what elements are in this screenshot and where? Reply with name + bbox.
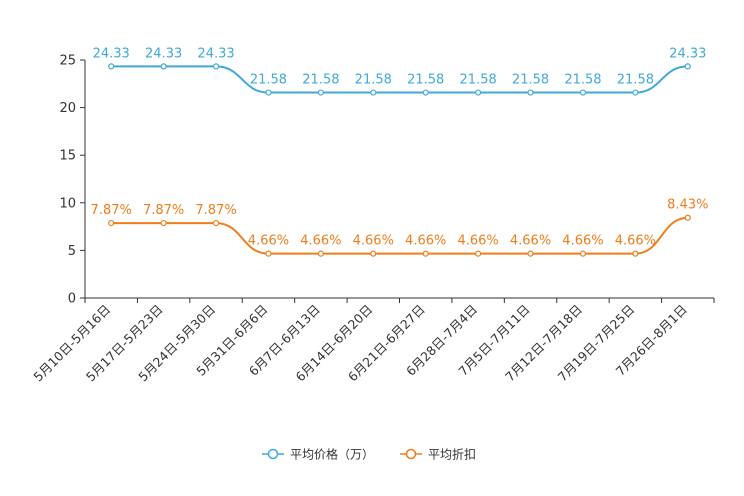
data-point [527, 89, 534, 96]
legend[interactable]: 平均价格（万） 平均折扣 [262, 447, 476, 462]
y-tick-label: 15 [59, 149, 76, 164]
data-label: 21.58 [407, 73, 444, 88]
data-point [422, 250, 429, 257]
data-label: 21.58 [564, 73, 601, 88]
data-point [684, 63, 691, 70]
data-point [475, 250, 482, 257]
data-point [684, 214, 691, 221]
data-label: 24.33 [669, 46, 706, 61]
axes: 05101520255月10日-5月16日5月17日-5月23日5月24日-5月… [30, 54, 715, 384]
data-point [370, 250, 377, 257]
data-label: 7.87% [143, 203, 184, 218]
data-label: 24.33 [93, 46, 130, 61]
y-tick-label: 5 [68, 244, 76, 259]
y-tick-label: 25 [59, 54, 76, 69]
data-point [108, 63, 115, 70]
series-group [108, 63, 691, 257]
data-point [370, 89, 377, 96]
legend-label: 平均价格（万） [290, 447, 374, 462]
data-point [212, 219, 220, 227]
data-point [108, 219, 115, 227]
data-label: 21.58 [355, 73, 392, 88]
data-label: 21.58 [512, 73, 549, 88]
data-point [160, 63, 167, 70]
y-tick-label: 0 [68, 292, 76, 307]
data-label: 21.58 [460, 73, 497, 88]
data-point [632, 89, 639, 96]
data-label: 4.66% [510, 234, 551, 249]
legend-marker-icon [405, 448, 417, 460]
data-point [212, 63, 220, 70]
data-label: 21.58 [250, 73, 287, 88]
data-point [317, 250, 324, 257]
legend-item-avg-discount[interactable]: 平均折扣 [400, 447, 476, 462]
data-label: 4.66% [405, 234, 446, 249]
data-point [160, 219, 167, 227]
data-label: 4.66% [457, 234, 498, 249]
y-tick-label: 20 [59, 101, 76, 116]
data-point [475, 89, 482, 96]
data-labels: 24.33 24.33 24.33 21.58 21.58 21.58 21.58 21.58… [91, 46, 709, 248]
data-label: 8.43% [667, 198, 708, 213]
data-label: 4.66% [615, 234, 656, 249]
legend-item-avg-price[interactable]: 平均价格（万） [262, 447, 374, 462]
data-label: 7.87% [195, 203, 236, 218]
data-label: 4.66% [300, 234, 341, 249]
legend-marker-icon [267, 448, 279, 460]
data-label: 7.87% [91, 203, 132, 218]
y-tick-label: 10 [59, 196, 76, 211]
data-point [422, 89, 429, 96]
data-label: 4.66% [248, 234, 289, 249]
data-label: 21.58 [302, 73, 339, 88]
data-label: 24.33 [197, 46, 234, 61]
data-point [579, 89, 587, 96]
data-point [579, 250, 587, 257]
data-point [265, 89, 272, 96]
data-point [265, 250, 272, 257]
data-point [527, 250, 534, 257]
data-point [632, 250, 639, 257]
data-label: 21.58 [617, 73, 654, 88]
data-label: 4.66% [353, 234, 394, 249]
legend-label: 平均折扣 [428, 447, 476, 462]
data-label: 24.33 [145, 46, 182, 61]
data-point [317, 89, 324, 96]
data-label: 4.66% [562, 234, 603, 249]
